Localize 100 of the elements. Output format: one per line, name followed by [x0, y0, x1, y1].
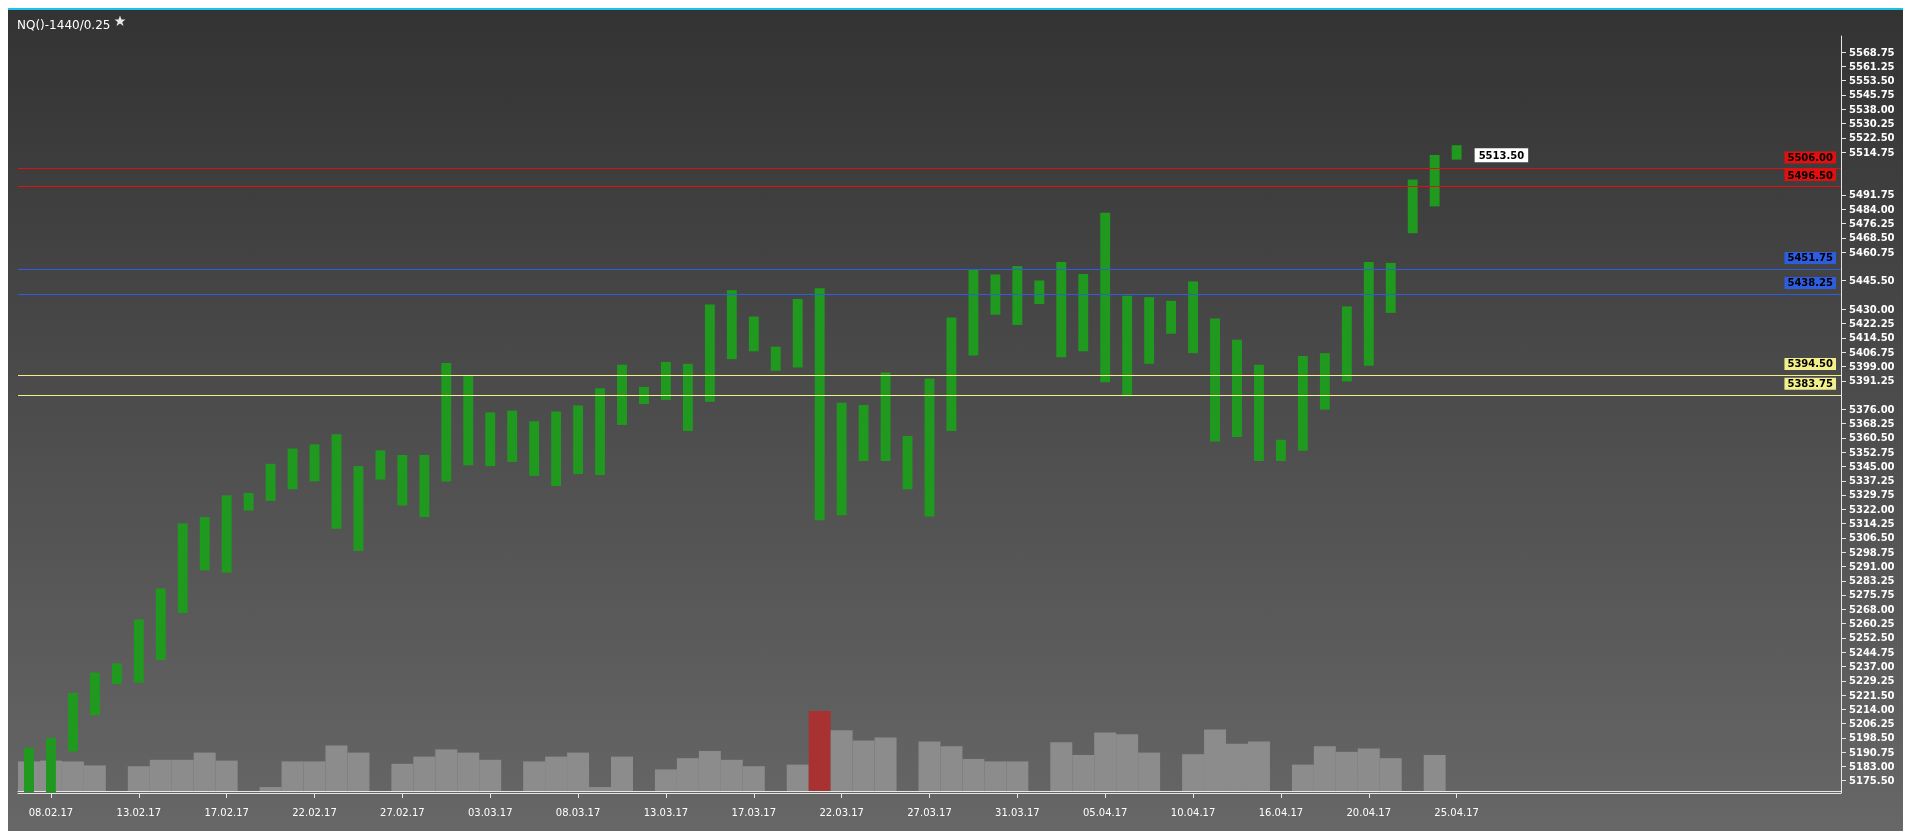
- x-tick-label: 17.02.17: [204, 806, 249, 818]
- y-tick-label: 5298.75: [1849, 546, 1895, 558]
- y-tick-label: 5414.50: [1849, 332, 1895, 344]
- bar: [133, 619, 144, 683]
- y-tick-label: 5545.75: [1849, 89, 1895, 101]
- y-tick-label: 5198.50: [1849, 732, 1895, 744]
- y-tick-label: 5244.75: [1849, 646, 1895, 658]
- y-tick-label: 5252.50: [1849, 632, 1895, 644]
- y-tick-label: 5322.00: [1849, 503, 1895, 515]
- bar: [726, 290, 737, 360]
- y-tick-label: 5268.00: [1849, 603, 1895, 615]
- x-tick-label: 31.03.17: [995, 806, 1040, 818]
- x-tick-label: 16.04.17: [1258, 806, 1304, 818]
- y-tick-label: 5561.25: [1849, 60, 1895, 72]
- x-tick-label: 22.02.17: [292, 806, 337, 818]
- x-tick-label: 20.04.17: [1346, 806, 1392, 818]
- bar: [1297, 355, 1308, 451]
- y-tick-label: 5352.75: [1849, 446, 1895, 458]
- bar: [1078, 273, 1089, 352]
- bar: [902, 436, 913, 490]
- bar: [375, 450, 386, 480]
- y-tick-label: 5291.00: [1849, 561, 1895, 573]
- y-tick-label: 5275.75: [1849, 589, 1895, 601]
- bar: [880, 372, 891, 462]
- bar: [1429, 154, 1440, 207]
- bar: [792, 298, 803, 368]
- bar: [808, 711, 831, 791]
- bar: [1319, 353, 1330, 410]
- y-tick-label: 5406.75: [1849, 346, 1895, 358]
- x-tick-label: 08.02.17: [28, 806, 74, 818]
- bar: [660, 361, 671, 400]
- ref-line-label: 5438.25: [1787, 277, 1834, 289]
- bar: [155, 588, 166, 661]
- bar: [1385, 262, 1396, 313]
- y-tick-label: 5237.00: [1849, 661, 1895, 673]
- bar: [177, 523, 188, 613]
- chart-title: NQ()-1440/0.25: [17, 18, 111, 32]
- bar: [441, 362, 452, 482]
- bar: [397, 455, 408, 506]
- x-tick-label: 13.03.17: [643, 806, 689, 818]
- y-tick-label: 5306.50: [1849, 532, 1895, 544]
- bar: [89, 672, 100, 716]
- bar: [199, 517, 210, 571]
- y-tick-label: 5491.75: [1849, 189, 1895, 201]
- bar: [221, 495, 232, 573]
- bar: [786, 764, 809, 791]
- bar: [1275, 439, 1286, 462]
- y-tick-label: 5214.00: [1849, 703, 1895, 715]
- bar: [1451, 145, 1462, 160]
- bar: [111, 663, 122, 685]
- x-tick-label: 22.03.17: [819, 806, 864, 818]
- bar: [265, 463, 276, 501]
- y-tick-label: 5360.50: [1849, 432, 1895, 444]
- y-tick-label: 5522.50: [1849, 132, 1895, 144]
- y-tick-label: 5260.25: [1849, 618, 1895, 630]
- y-tick-label: 5345.00: [1849, 461, 1895, 473]
- bar: [529, 421, 540, 476]
- bar: [1144, 297, 1155, 364]
- y-tick-label: 5376.00: [1849, 403, 1895, 415]
- y-tick-label: 5445.50: [1849, 274, 1895, 286]
- y-tick-label: 5553.50: [1849, 74, 1895, 86]
- bar: [990, 274, 1001, 315]
- bar: [1012, 266, 1023, 325]
- bar: [331, 434, 342, 529]
- x-tick-label: 10.04.17: [1170, 806, 1216, 818]
- annotation: 5513.50: [1478, 149, 1525, 161]
- y-tick-label: 5422.25: [1849, 318, 1895, 330]
- bar: [1407, 179, 1418, 234]
- x-tick-label: 17.03.17: [731, 806, 777, 818]
- x-tick-label: 25.04.17: [1434, 806, 1479, 818]
- y-tick-label: 5399.00: [1849, 361, 1895, 373]
- bar: [1210, 318, 1220, 442]
- y-tick-label: 5175.50: [1849, 775, 1895, 786]
- y-tick-label: 5568.75: [1849, 46, 1895, 58]
- y-tick-label: 5221.50: [1849, 689, 1895, 701]
- bar: [770, 346, 781, 371]
- bar: [682, 363, 693, 431]
- bar: [309, 444, 320, 482]
- y-tick-label: 5190.75: [1849, 746, 1895, 758]
- ref-line-label: 5451.75: [1787, 252, 1834, 264]
- y-tick-label: 5391.25: [1849, 375, 1895, 387]
- y-tick-label: 5206.25: [1849, 718, 1895, 730]
- bar: [485, 412, 496, 467]
- y-tick-label: 5368.25: [1849, 418, 1895, 430]
- y-tick-label: 5514.75: [1849, 146, 1895, 158]
- ref-line-label: 5383.75: [1787, 378, 1834, 390]
- ref-line-label: 5496.50: [1787, 169, 1834, 181]
- bar: [968, 269, 979, 356]
- bar: [814, 288, 825, 521]
- y-tick-label: 5460.75: [1849, 246, 1895, 258]
- y-tick-label: 5484.00: [1849, 203, 1895, 215]
- y-tick-label: 5476.25: [1849, 218, 1895, 230]
- y-tick-label: 5183.00: [1849, 761, 1895, 773]
- y-tick-label: 5329.75: [1849, 489, 1895, 501]
- bar: [617, 364, 627, 425]
- ref-line-label: 5394.50: [1787, 358, 1834, 370]
- bar: [1188, 281, 1199, 354]
- bar: [419, 455, 430, 518]
- bar: [1100, 212, 1111, 383]
- bar: [243, 492, 254, 511]
